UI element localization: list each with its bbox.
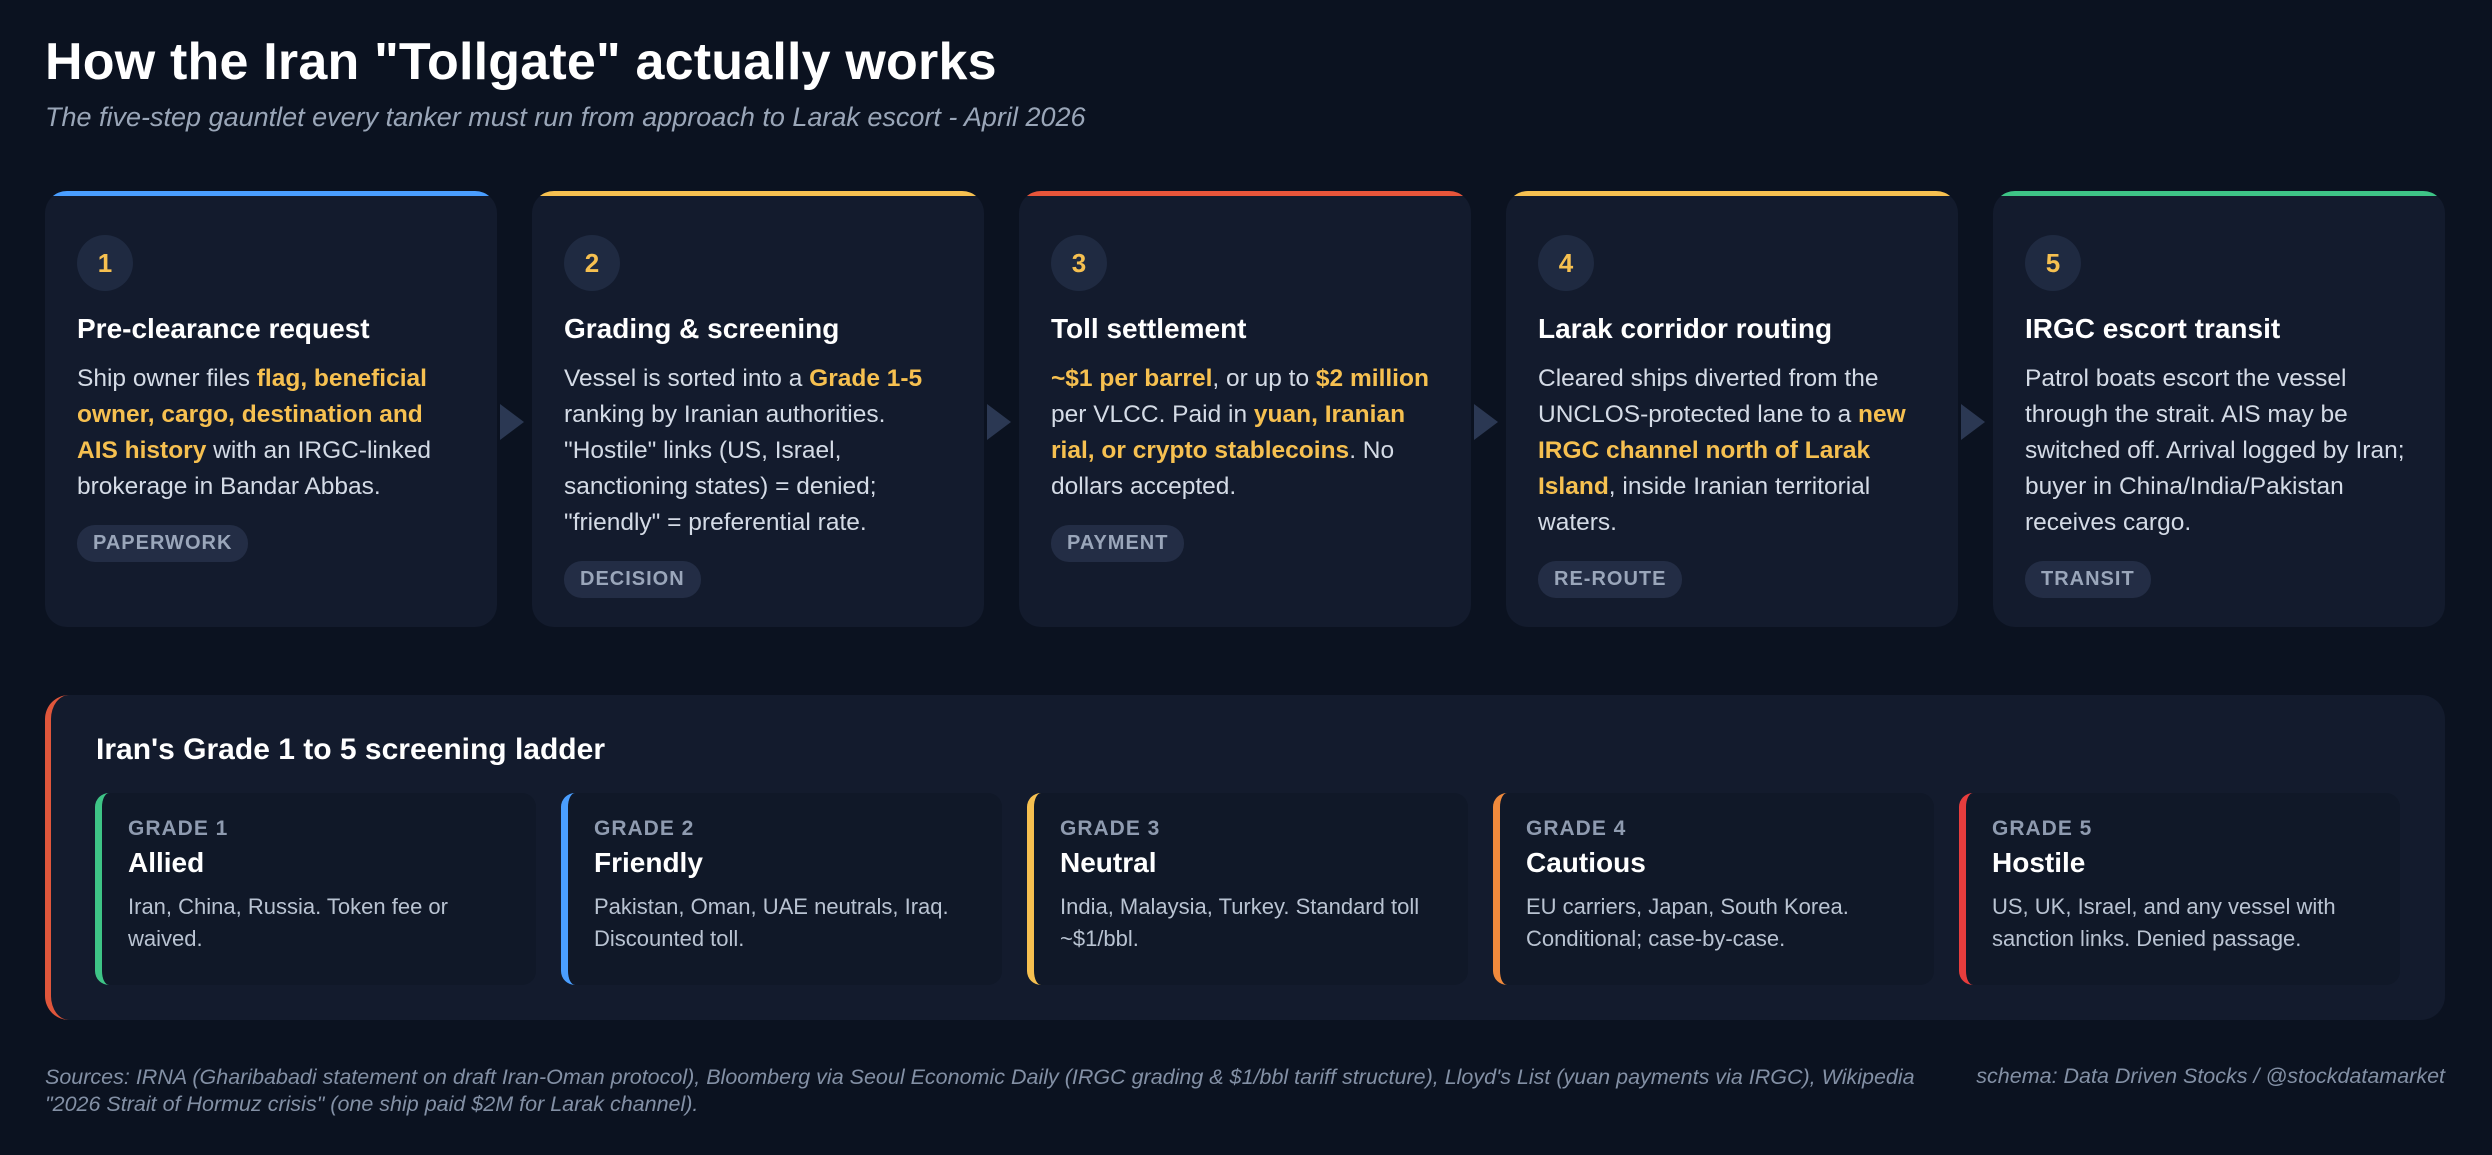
grade-label: GRADE 3 <box>1060 817 1161 840</box>
body-text: Patrol boats escort the vessel through t… <box>2025 365 2405 536</box>
step-title: Pre-clearance request <box>77 313 370 344</box>
step-card-2: 2 Grading & screening Vessel is sorted int… <box>532 191 984 627</box>
sources-note: Sources: IRNA (Gharibabadi statement on … <box>45 1065 1915 1116</box>
step-number: 1 <box>77 235 133 291</box>
grade-card-5: GRADE 5 Hostile US, UK, Israel, and any ve… <box>1959 793 2400 985</box>
step-title: Toll settlement <box>1051 313 1247 344</box>
step-card-1: 1 Pre-clearance request Ship owner files f… <box>45 191 497 627</box>
highlight-text: $2 million <box>1315 365 1429 392</box>
grade-label: GRADE 1 <box>128 817 229 840</box>
step-tag: DECISION <box>564 561 701 598</box>
step-tag: RE-ROUTE <box>1538 561 1683 598</box>
step-title: IRGC escort transit <box>2025 313 2281 344</box>
grade-card-3: GRADE 3 Neutral India, Malaysia, Turkey. S… <box>1027 793 1468 985</box>
screening-ladder: Iran's Grade 1 to 5 screening ladder GRA… <box>45 695 2445 1020</box>
arrow-right-icon <box>1474 404 1498 440</box>
arrow-right-icon <box>1961 404 1985 440</box>
step-tag: PAYMENT <box>1051 525 1185 562</box>
page-subtitle: The five-step gauntlet every tanker must… <box>45 102 1086 132</box>
step-card-3: 3 Toll settlement ~$1 per barrel, or up to… <box>1019 191 1471 627</box>
highlight-text: ~$1 per barrel <box>1051 365 1213 392</box>
highlight-text: yuan, Iranian rial, or crypto stablecoin… <box>1051 401 1406 464</box>
highlight-text: new IRGC channel north of Larak Island <box>1538 401 1906 500</box>
body-text: per VLCC. Paid in <box>1051 401 1254 428</box>
step-number: 2 <box>564 235 620 291</box>
body-text: Ship owner files <box>77 365 257 392</box>
grade-desc: EU carriers, Japan, South Korea. Conditi… <box>1526 894 1849 951</box>
step-number: 5 <box>2025 235 2081 291</box>
body-text: with an IRGC-linked brokerage in Bandar … <box>77 437 432 500</box>
grade-desc: Iran, China, Russia. Token fee or waived… <box>128 894 448 951</box>
step-number: 3 <box>1051 235 1107 291</box>
highlight-text: Grade 1-5 <box>809 365 923 392</box>
ladder-title: Iran's Grade 1 to 5 screening ladder <box>96 733 605 766</box>
grade-desc: Pakistan, Oman, UAE neutrals, Iraq. Disc… <box>594 894 949 951</box>
credit-note: schema: Data Driven Stocks / @stockdatam… <box>1976 1064 2445 1088</box>
step-description: Ship owner files flag, beneficial owner,… <box>77 361 465 505</box>
step-card-5: 5 IRGC escort transit Patrol boats escort … <box>1993 191 2445 627</box>
grade-name: Neutral <box>1060 847 1157 878</box>
step-description: Vessel is sorted into a Grade 1-5 rankin… <box>564 361 952 541</box>
body-text: Vessel is sorted into a <box>564 365 810 392</box>
grade-card-4: GRADE 4 Cautious EU carriers, Japan, South… <box>1493 793 1934 985</box>
body-text: ranking by Iranian authorities. "Hostile… <box>564 401 886 536</box>
step-description: ~$1 per barrel, or up to $2 million per … <box>1051 361 1439 505</box>
step-description: Patrol boats escort the vessel through t… <box>2025 361 2413 541</box>
grade-name: Hostile <box>1992 847 2086 878</box>
step-tag: PAPERWORK <box>77 525 249 562</box>
body-text: . No dollars accepted. <box>1051 437 1395 500</box>
grade-card-1: GRADE 1 Allied Iran, China, Russia. Token … <box>95 793 536 985</box>
page-title: How the Iran "Tollgate" actually works <box>45 33 997 91</box>
step-tag: TRANSIT <box>2025 561 2151 598</box>
grade-label: GRADE 2 <box>594 817 695 840</box>
body-text: , inside Iranian territorial waters. <box>1538 473 1871 536</box>
step-title: Grading & screening <box>564 313 840 344</box>
grade-name: Cautious <box>1526 847 1646 878</box>
arrow-right-icon <box>987 404 1011 440</box>
grade-label: GRADE 5 <box>1992 817 2093 840</box>
body-text: , or up to <box>1212 365 1316 392</box>
grade-label: GRADE 4 <box>1526 817 1627 840</box>
grade-desc: India, Malaysia, Turkey. Standard toll ~… <box>1060 894 1420 951</box>
grade-card-2: GRADE 2 Friendly Pakistan, Oman, UAE neutr… <box>561 793 1002 985</box>
grade-desc: US, UK, Israel, and any vessel with sanc… <box>1992 894 2336 951</box>
highlight-text: flag, beneficial owner, cargo, destinati… <box>77 365 427 464</box>
grade-name: Friendly <box>594 847 703 878</box>
step-card-4: 4 Larak corridor routing Cleared ships div… <box>1506 191 1958 627</box>
grade-name: Allied <box>128 847 205 878</box>
step-number: 4 <box>1538 235 1594 291</box>
arrow-right-icon <box>500 404 524 440</box>
step-description: Cleared ships diverted from the UNCLOS-p… <box>1538 361 1926 541</box>
body-text: Cleared ships diverted from the UNCLOS-p… <box>1538 365 1879 428</box>
step-title: Larak corridor routing <box>1538 313 1833 344</box>
